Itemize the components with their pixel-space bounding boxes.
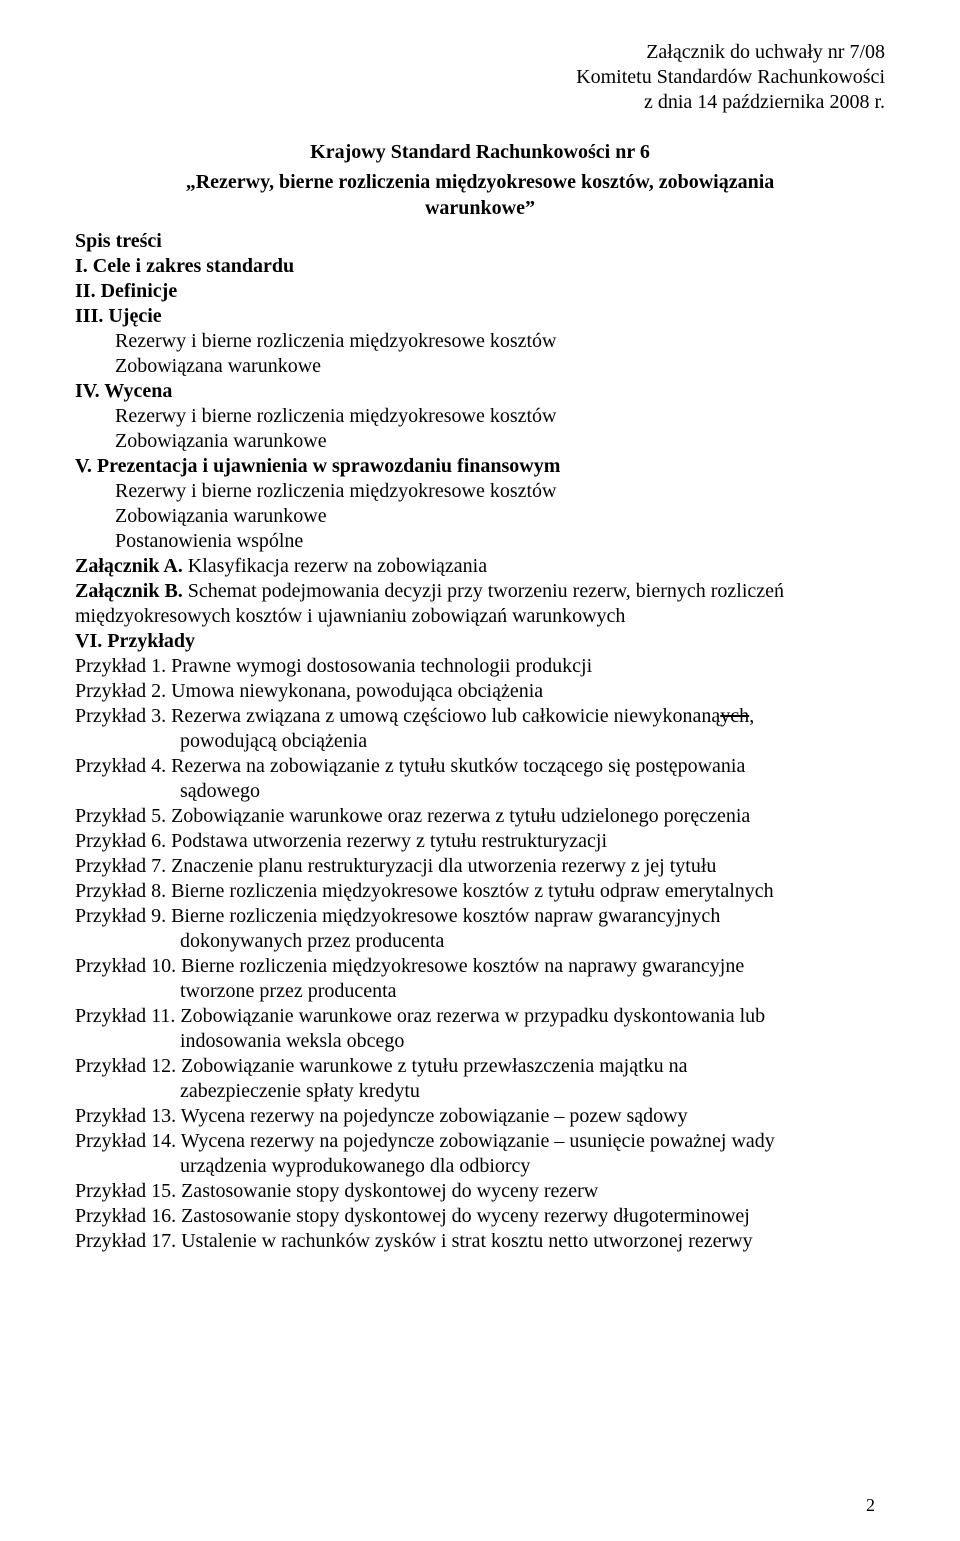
- subtitle-line-2: warunkowe”: [425, 197, 535, 219]
- example-6: Przykład 6. Podstawa utworzenia rezerwy …: [75, 829, 885, 854]
- example-15: Przykład 15. Zastosowanie stopy dyskonto…: [75, 1179, 885, 1204]
- example-11-line-1: Przykład 11. Zobowiązanie warunkowe oraz…: [75, 1004, 885, 1029]
- annex-line-3: z dnia 14 października 2008 r.: [75, 90, 885, 115]
- toc-annex-b-line-2: międzyokresowych kosztów i ujawnianiu zo…: [75, 604, 885, 629]
- example-4-line-1: Przykład 4. Rezerwa na zobowiązanie z ty…: [75, 754, 885, 779]
- example-12-line-1: Przykład 12. Zobowiązanie warunkowe z ty…: [75, 1054, 885, 1079]
- document-subtitle: „Rezerwy, bierne rozliczenia międzyokres…: [75, 169, 885, 221]
- example-4-line-2: sądowego: [75, 779, 885, 804]
- toc-s4-item-a: Rezerwy i bierne rozliczenia międzyokres…: [75, 404, 885, 429]
- toc-annex-a: Załącznik A. Klasyfikacja rezerw na zobo…: [75, 554, 885, 579]
- toc-section-1: I. Cele i zakres standardu: [75, 254, 885, 279]
- example-17: Przykład 17. Ustalenie w rachunków zyskó…: [75, 1229, 885, 1254]
- document-title: Krajowy Standard Rachunkowości nr 6: [75, 139, 885, 165]
- toc-section-6: VI. Przykłady: [75, 629, 885, 654]
- toc-heading: Spis treści: [75, 229, 885, 254]
- example-2: Przykład 2. Umowa niewykonana, powodując…: [75, 679, 885, 704]
- example-13: Przykład 13. Wycena rezerwy na pojedyncz…: [75, 1104, 885, 1129]
- annex-header: Załącznik do uchwały nr 7/08 Komitetu St…: [75, 40, 885, 115]
- example-16: Przykład 16. Zastosowanie stopy dyskonto…: [75, 1204, 885, 1229]
- annex-a-text: Klasyfikacja rezerw na zobowiązania: [183, 555, 487, 577]
- toc-annex-b-line-1: Załącznik B. Schemat podejmowania decyzj…: [75, 579, 885, 604]
- example-3-line-1: Przykład 3. Rezerwa związana z umową czę…: [75, 704, 885, 729]
- example-3-strike: ych: [720, 705, 749, 727]
- example-3-line-2: powodującą obciążenia: [75, 729, 885, 754]
- example-10-line-2: tworzone przez producenta: [75, 979, 885, 1004]
- toc-s5-item-c: Postanowienia wspólne: [75, 529, 885, 554]
- example-8: Przykład 8. Bierne rozliczenia międzyokr…: [75, 879, 885, 904]
- toc-s5-item-b: Zobowiązania warunkowe: [75, 504, 885, 529]
- toc-section-5: V. Prezentacja i ujawnienia w sprawozdan…: [75, 454, 885, 479]
- toc-s3-item-b: Zobowiązana warunkowe: [75, 354, 885, 379]
- annex-b-label: Załącznik B.: [75, 580, 183, 602]
- page-number: 2: [866, 1495, 875, 1516]
- example-10-line-1: Przykład 10. Bierne rozliczenia międzyok…: [75, 954, 885, 979]
- toc-s5-item-a: Rezerwy i bierne rozliczenia międzyokres…: [75, 479, 885, 504]
- example-3-comma: ,: [749, 705, 754, 727]
- example-9-line-2: dokonywanych przez producenta: [75, 929, 885, 954]
- annex-b-text: Schemat podejmowania decyzji przy tworze…: [183, 580, 784, 602]
- example-5: Przykład 5. Zobowiązanie warunkowe oraz …: [75, 804, 885, 829]
- table-of-contents: Spis treści I. Cele i zakres standardu I…: [75, 229, 885, 1254]
- document-page: Załącznik do uchwały nr 7/08 Komitetu St…: [0, 0, 960, 1541]
- example-1: Przykład 1. Prawne wymogi dostosowania t…: [75, 654, 885, 679]
- subtitle-line-1: „Rezerwy, bierne rozliczenia międzyokres…: [186, 171, 775, 193]
- toc-s4-item-b: Zobowiązania warunkowe: [75, 429, 885, 454]
- annex-line-2: Komitetu Standardów Rachunkowości: [75, 65, 885, 90]
- example-11-line-2: indosowania weksla obcego: [75, 1029, 885, 1054]
- example-12-line-2: zabezpieczenie spłaty kredytu: [75, 1079, 885, 1104]
- annex-a-label: Załącznik A.: [75, 555, 183, 577]
- annex-line-1: Załącznik do uchwały nr 7/08: [75, 40, 885, 65]
- example-14-line-2: urządzenia wyprodukowanego dla odbiorcy: [75, 1154, 885, 1179]
- toc-section-3: III. Ujęcie: [75, 304, 885, 329]
- example-3-text-a: Przykład 3. Rezerwa związana z umową czę…: [75, 705, 720, 727]
- toc-s3-item-a: Rezerwy i bierne rozliczenia międzyokres…: [75, 329, 885, 354]
- example-9-line-1: Przykład 9. Bierne rozliczenia międzyokr…: [75, 904, 885, 929]
- example-7: Przykład 7. Znaczenie planu restrukturyz…: [75, 854, 885, 879]
- toc-section-4: IV. Wycena: [75, 379, 885, 404]
- example-14-line-1: Przykład 14. Wycena rezerwy na pojedyncz…: [75, 1129, 885, 1154]
- toc-section-2: II. Definicje: [75, 279, 885, 304]
